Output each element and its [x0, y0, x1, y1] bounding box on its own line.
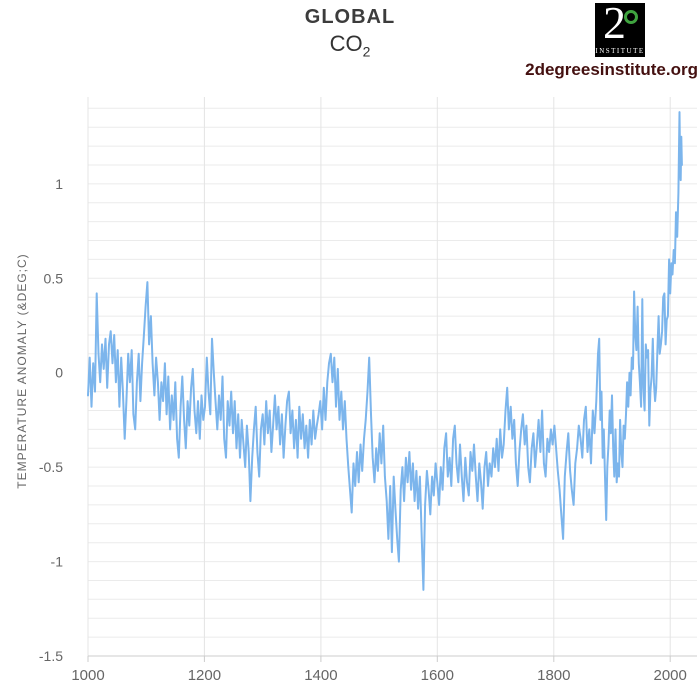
x-tick-label: 1400 — [304, 667, 337, 684]
x-tick-label: 1600 — [421, 667, 454, 684]
logo-number: 2 — [603, 0, 626, 48]
y-tick-label: -1.5 — [39, 648, 63, 664]
y-tick-label: -0.5 — [39, 459, 63, 475]
brand-website-link[interactable]: 2degreesinstitute.org — [525, 60, 698, 79]
y-tick-label: 0.5 — [44, 270, 64, 286]
y-tick-label: 1 — [55, 176, 63, 192]
x-tick-label: 2000 — [654, 667, 687, 684]
logo-institute-label: INSTITUTE — [595, 47, 645, 55]
temperature-series-line[interactable] — [87, 111, 683, 591]
y-tick-label: 0 — [55, 365, 63, 381]
x-tick-label: 1200 — [188, 667, 221, 684]
y-tick-label: -1 — [51, 554, 64, 570]
degree-circle-icon — [624, 10, 638, 24]
x-tick-label: 1000 — [71, 667, 104, 684]
x-tick-label: 1800 — [537, 667, 570, 684]
brand-logo[interactable]: 2 INSTITUTE — [595, 0, 645, 57]
